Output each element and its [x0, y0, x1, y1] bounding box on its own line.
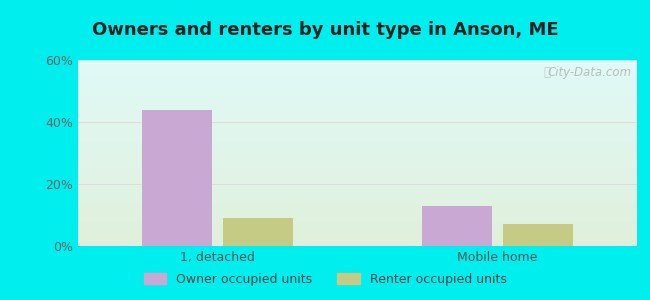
Text: City-Data.com: City-Data.com — [547, 66, 631, 79]
Legend: Owner occupied units, Renter occupied units: Owner occupied units, Renter occupied un… — [138, 268, 512, 291]
Text: Owners and renters by unit type in Anson, ME: Owners and renters by unit type in Anson… — [92, 21, 558, 39]
Bar — [422, 206, 491, 246]
Text: ⓘ: ⓘ — [543, 66, 551, 79]
Bar — [142, 110, 212, 246]
Bar — [503, 224, 573, 246]
Bar — [224, 218, 293, 246]
